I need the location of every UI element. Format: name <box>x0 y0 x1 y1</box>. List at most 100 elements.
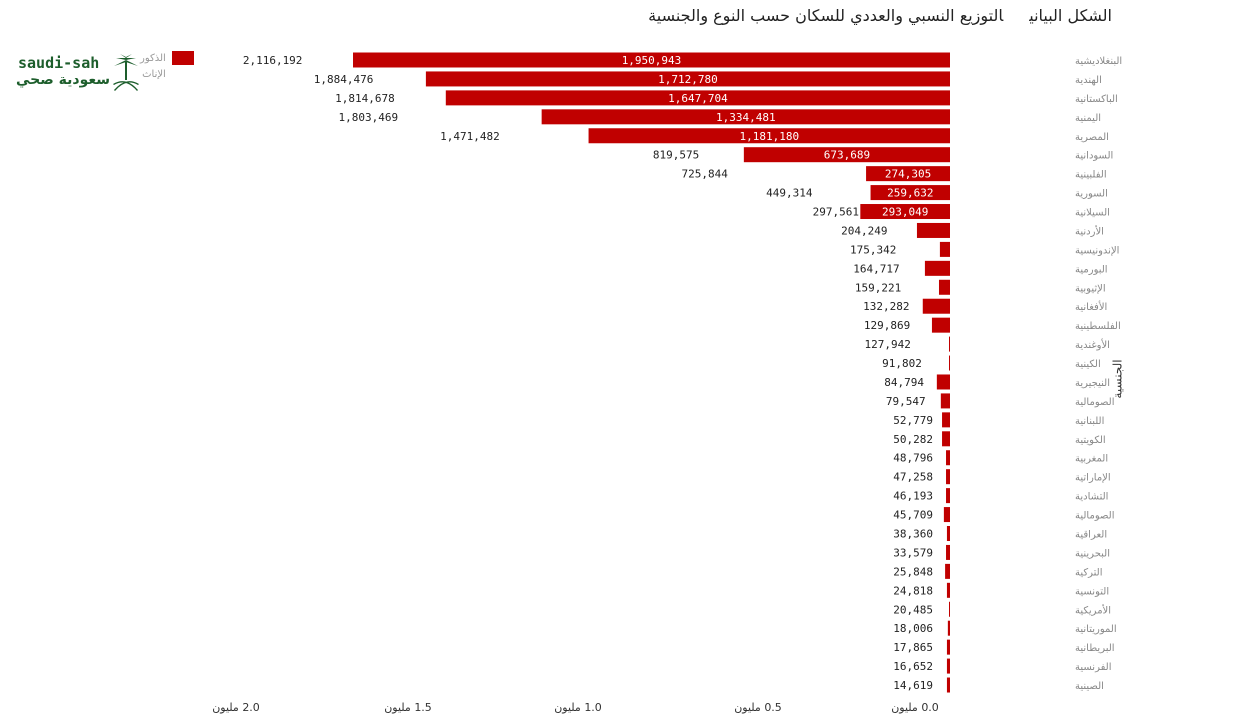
category-label: التشادية <box>1075 492 1108 503</box>
saudi-sah-logo: saudi-sah سعودية صحي <box>12 52 182 100</box>
bar-value-label-female: 204,249 <box>841 224 887 237</box>
bar-value-label-male: 1,712,780 <box>658 73 718 86</box>
x-tick-label: 1.5 مليون <box>384 701 432 714</box>
bar-male <box>946 544 950 560</box>
bar-male <box>947 620 950 636</box>
category-label: الهندية <box>1075 75 1102 86</box>
category-label: الصومالية <box>1075 397 1115 408</box>
bar-value-label-female: 819,575 <box>653 149 699 162</box>
category-label: الموريتانية <box>1075 624 1117 635</box>
bar-value-label-female: 1,471,482 <box>440 130 500 143</box>
bar-male <box>946 639 950 655</box>
bar-male <box>946 526 950 541</box>
category-label: الصينية <box>1075 681 1104 692</box>
bar-male <box>945 563 950 579</box>
x-tick-label: 0.5 مليون <box>734 701 782 714</box>
category-label: السيلانية <box>1075 208 1110 219</box>
bar-value-label-female: 46,193 <box>893 490 933 503</box>
bar-value-label-male: 1,647,704 <box>668 92 728 105</box>
bar-value-label-female: 91,802 <box>882 357 922 370</box>
legend-label: الذكور <box>140 52 166 64</box>
bar-value-label-female: 159,221 <box>855 281 901 294</box>
chart-legend: الذكور الإناث <box>140 50 194 82</box>
bar-male <box>425 71 951 87</box>
bar-male <box>946 469 950 485</box>
bar-value-label-female: 449,314 <box>766 187 813 200</box>
legend-label: الإناث <box>142 68 166 80</box>
bar-value-label-male: 259,632 <box>887 187 933 200</box>
category-label: الصومالية <box>1075 511 1115 522</box>
x-tick-label: 2.0 مليون <box>212 701 260 714</box>
category-label: الإماراتية <box>1075 473 1111 484</box>
bar-value-label-female: 24,818 <box>893 584 933 597</box>
bar-value-label-female: 52,779 <box>893 414 933 427</box>
category-label: السورية <box>1075 189 1108 200</box>
bar-value-label-female: 175,342 <box>850 243 896 256</box>
bar-value-label-female: 16,652 <box>893 660 933 673</box>
bar-value-label-female: 1,814,678 <box>335 92 395 105</box>
category-label: الإندونيسية <box>1075 245 1119 256</box>
bar-male <box>940 393 950 409</box>
bar-value-label-female: 79,547 <box>886 395 926 408</box>
bar-value-label-female: 1,803,469 <box>339 111 399 124</box>
category-label: البحرينية <box>1075 548 1110 559</box>
bar-value-label-female: 47,258 <box>893 471 933 484</box>
bar-male <box>866 166 950 182</box>
category-label: السودانية <box>1075 151 1113 162</box>
bar-male <box>916 222 950 238</box>
bar-male <box>860 204 950 220</box>
bar-male <box>946 658 950 674</box>
category-label: الأوغندية <box>1075 338 1110 351</box>
category-label: الكويتية <box>1075 435 1106 446</box>
bar-male <box>924 260 950 276</box>
bar-value-label-female: 38,360 <box>893 528 933 541</box>
bar-value-label-female: 20,485 <box>893 603 933 616</box>
bar-value-label-male: 293,049 <box>882 206 928 219</box>
bar-value-label-female: 25,848 <box>893 565 933 578</box>
bar-value-label-female: 1,884,476 <box>314 73 374 86</box>
bar-male <box>939 241 950 257</box>
category-label: البريطانية <box>1075 643 1115 654</box>
category-label: التركية <box>1075 567 1103 578</box>
bar-value-label-female: 18,006 <box>893 622 933 635</box>
logo-arabic: سعودية صحي <box>16 72 111 88</box>
bar-value-label-female: 2,116,192 <box>243 54 303 67</box>
bar-value-label-female: 45,709 <box>893 509 933 522</box>
category-label: اللبنانية <box>1075 416 1104 427</box>
category-label: الأردنية <box>1075 224 1104 237</box>
bar-male <box>870 185 950 201</box>
bar-male <box>931 317 950 333</box>
bar-male <box>949 336 950 352</box>
legend-item-female: الإناث <box>140 66 194 82</box>
bar-value-label-male: 1,181,180 <box>739 130 799 143</box>
bar-value-label-female: 50,282 <box>893 433 933 446</box>
bar-value-label-male: 1,334,481 <box>716 111 776 124</box>
legend-swatch <box>171 51 194 65</box>
figure-label: الشكل البياني <box>1029 6 1112 25</box>
category-label: النيجيرية <box>1075 378 1110 389</box>
bar-male <box>946 488 950 504</box>
bar-value-label-female: 48,796 <box>893 452 933 465</box>
bar-male <box>936 374 950 390</box>
x-tick-label: 1.0 مليون <box>554 701 602 714</box>
bar-value-label-male: 1,950,943 <box>622 54 682 67</box>
bar-value-label-female: 164,717 <box>853 262 899 275</box>
chart-title: الشكل البياني التوزيع النسبي والعددي للسك… <box>648 6 1112 25</box>
palm-swords-icon <box>113 54 139 91</box>
bar-value-label-female: 17,865 <box>893 641 933 654</box>
category-label: التونسية <box>1075 586 1109 597</box>
bar-male <box>353 52 950 68</box>
bar-value-label-female: 297,561 <box>813 206 859 219</box>
bar-value-label-female: 127,942 <box>864 338 910 351</box>
category-label: الفرنسية <box>1075 662 1111 673</box>
bar-male <box>946 677 950 693</box>
bar-male <box>541 109 950 125</box>
bar-male <box>588 128 950 144</box>
category-label: الإثيوبية <box>1075 283 1106 294</box>
category-label: الفلسطينية <box>1075 321 1121 332</box>
logo-latin: saudi-sah <box>18 54 100 72</box>
category-label: الفلبينية <box>1075 170 1107 181</box>
category-label: اليمنية <box>1075 113 1101 124</box>
category-label: الأفغانية <box>1075 300 1107 313</box>
